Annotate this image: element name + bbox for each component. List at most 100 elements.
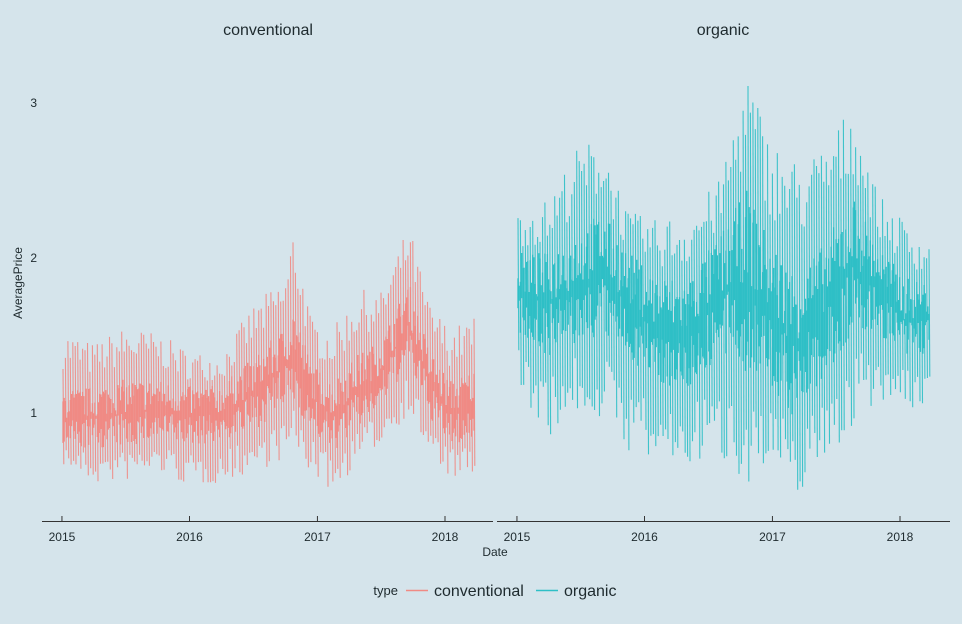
price-range-mark-conventional [314,329,317,465]
price-range-mark-conventional [111,343,114,480]
price-range-mark-organic [811,174,813,416]
price-range-mark-organic [588,144,591,400]
price-range-mark-conventional [412,240,415,414]
legend-label-conventional: conventional [434,583,524,600]
price-range-mark-organic [661,266,664,437]
price-range-mark-organic [622,239,625,440]
price-range-mark-organic [698,230,701,459]
price-range-mark-organic [537,236,539,418]
price-range-mark-conventional [407,255,410,410]
x-tick-label: 2018 [432,530,459,544]
price-range-mark-organic [559,197,561,410]
price-range-mark-organic [903,230,906,399]
x-tick-label: 2016 [176,530,203,544]
price-range-mark-organic [921,268,924,404]
price-range-mark-organic [901,221,904,371]
price-range-mark-conventional [106,356,109,462]
price-range-mark-conventional [311,321,314,443]
price-range-mark-conventional [170,340,172,456]
price-range-mark-conventional [343,350,346,454]
price-range-mark-conventional [365,314,368,434]
series-conventional [62,239,476,487]
x-tick-label: 2017 [759,530,786,544]
price-range-mark-organic [644,251,647,430]
price-range-mark-organic [766,144,769,451]
price-range-mark-conventional [248,315,251,453]
price-range-mark-conventional [145,343,148,462]
x-tick-label: 2015 [49,530,76,544]
price-range-mark-conventional [380,292,383,438]
price-range-mark-organic [879,237,882,386]
price-range-mark-organic [647,229,650,455]
price-range-mark-conventional [363,289,366,428]
price-range-mark-organic [568,216,571,389]
x-axis-ticks-organic: 2015 2016 2017 2018 [504,516,914,544]
x-axis-ticks-conventional: 2015 2016 2017 2018 [49,516,459,544]
facet-title-organic: organic [697,22,749,39]
price-range-mark-organic [859,155,862,354]
price-range-mark-conventional [392,275,395,418]
price-range-mark-conventional [287,279,290,437]
x-tick-label: 2015 [504,530,531,544]
price-range-mark-conventional [150,333,153,457]
price-range-mark-organic [691,239,694,442]
price-range-mark-organic [828,185,831,444]
series-organic [517,85,931,490]
price-range-mark-organic [764,200,767,454]
price-range-mark-conventional [326,340,329,487]
price-range-mark-organic [722,184,725,459]
price-range-mark-conventional [260,308,263,448]
x-tick-label: 2017 [304,530,331,544]
price-range-mark-conventional [84,350,87,465]
price-range-mark-conventional [382,298,385,428]
price-range-mark-conventional [245,343,248,466]
facet-title-conventional: conventional [223,22,313,39]
price-range-mark-conventional [451,349,454,450]
price-range-mark-conventional [177,371,180,480]
y-axis-ticks: 1 2 3 [30,96,37,420]
price-range-mark-conventional [67,341,70,459]
price-range-mark-organic [786,207,789,450]
price-range-mark-organic [566,222,569,393]
price-range-mark-organic [617,190,620,388]
y-axis-title: AveragePrice [11,247,25,319]
x-tick-label: 2016 [631,530,658,544]
price-range-mark-organic [928,249,931,377]
legend-label-organic: organic [564,583,616,600]
price-range-mark-conventional [395,266,398,424]
price-range-mark-conventional [324,359,327,453]
price-range-mark-organic [620,234,623,403]
y-tick-label: 1 [30,406,37,420]
price-range-mark-conventional [96,344,99,482]
y-tick-label: 2 [30,251,37,265]
price-range-mark-conventional [453,337,456,476]
y-tick-label: 3 [30,96,37,110]
price-range-mark-conventional [86,342,89,476]
price-range-mark-conventional [233,361,236,469]
price-range-mark-conventional [209,362,212,483]
price-range-mark-conventional [346,315,349,476]
x-tick-label: 2018 [887,530,914,544]
price-range-mark-conventional [116,347,119,468]
facet-panel-organic: organic 2015 2016 2017 2018 [497,22,950,544]
price-range-mark-organic [598,172,601,417]
price-range-mark-organic [908,251,911,402]
price-range-mark-organic [911,247,914,408]
price-range-mark-organic [727,180,730,409]
price-range-mark-conventional [236,333,239,446]
price-range-mark-organic [754,129,757,428]
legend: type conventional organic [373,583,616,600]
price-range-mark-conventional [336,322,339,469]
price-range-mark-organic [742,110,745,446]
price-range-mark-organic [757,107,760,454]
facet-panel-conventional: conventional 2015 2016 2017 2018 [42,22,493,544]
price-range-mark-conventional [356,330,358,435]
price-range-mark-organic [556,215,559,424]
price-range-mark-organic [656,245,659,437]
price-range-mark-organic [529,226,532,408]
price-range-mark-conventional [223,375,226,475]
price-range-mark-conventional [370,314,373,423]
legend-title: type [373,583,398,598]
price-range-mark-conventional [206,380,209,483]
